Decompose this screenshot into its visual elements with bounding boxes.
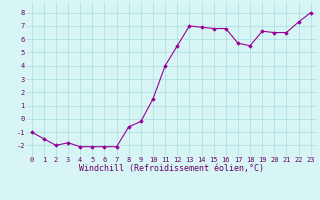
X-axis label: Windchill (Refroidissement éolien,°C): Windchill (Refroidissement éolien,°C) <box>79 164 264 173</box>
